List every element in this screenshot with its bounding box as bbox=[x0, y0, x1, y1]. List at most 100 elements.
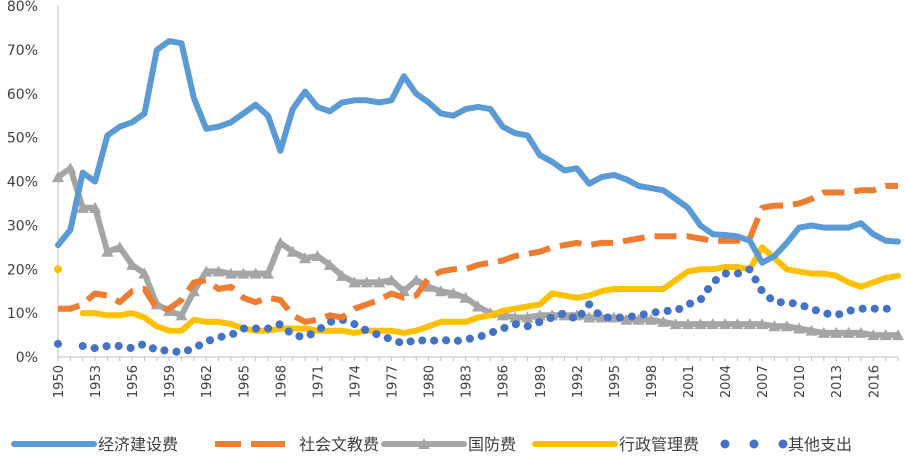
x-tick-label: 2013 bbox=[830, 365, 845, 398]
series-marker bbox=[793, 322, 806, 334]
x-tick-label: 2001 bbox=[682, 365, 697, 398]
series-marker bbox=[879, 329, 892, 341]
x-tick-label: 1962 bbox=[200, 365, 215, 398]
series-marker bbox=[472, 300, 484, 312]
series-marker bbox=[373, 276, 386, 288]
series-marker bbox=[521, 311, 534, 323]
x-tick-label: 1956 bbox=[126, 365, 141, 398]
series-marker bbox=[175, 309, 188, 321]
legend-label: 其他支出 bbox=[788, 435, 852, 454]
series-marker bbox=[817, 326, 830, 338]
series-line bbox=[55, 38, 901, 266]
series-marker bbox=[756, 318, 769, 330]
y-tick-label: 70% bbox=[7, 43, 38, 59]
series-marker bbox=[101, 245, 114, 257]
series-marker bbox=[669, 318, 682, 330]
series-2 bbox=[58, 182, 898, 325]
x-tick-label: 1992 bbox=[571, 365, 586, 398]
series-marker bbox=[830, 326, 843, 338]
x-tick-label: 1968 bbox=[274, 365, 289, 398]
series-marker bbox=[348, 276, 361, 288]
legend-item-2: 社会文教费 bbox=[215, 435, 379, 454]
x-tick-label: 1974 bbox=[348, 365, 363, 398]
x-tick-label: 1959 bbox=[163, 365, 178, 398]
series-marker bbox=[138, 267, 151, 279]
series-marker bbox=[360, 276, 373, 288]
series-marker bbox=[311, 250, 324, 262]
series-point bbox=[54, 265, 62, 274]
legend-label: 行政管理费 bbox=[619, 435, 699, 454]
series-marker bbox=[719, 318, 732, 330]
x-tick-label: 2007 bbox=[756, 365, 771, 398]
series-marker bbox=[422, 280, 435, 292]
x-tick-label: 1986 bbox=[497, 365, 512, 398]
legend-label: 经济建设费 bbox=[98, 435, 178, 454]
series-marker bbox=[644, 313, 657, 325]
y-tick-label: 10% bbox=[7, 306, 38, 322]
series-marker bbox=[249, 267, 262, 279]
series-marker bbox=[237, 267, 250, 279]
series-marker bbox=[126, 258, 139, 270]
y-tick-label: 80% bbox=[7, 0, 38, 15]
x-tick-label: 1998 bbox=[645, 365, 660, 398]
series-marker bbox=[583, 311, 596, 323]
x-tick-label: 1995 bbox=[608, 365, 623, 398]
series-marker bbox=[496, 309, 509, 321]
series-marker bbox=[447, 287, 460, 299]
x-tick-label: 1950 bbox=[52, 365, 67, 398]
y-tick-label: 50% bbox=[7, 131, 38, 147]
series-marker bbox=[200, 265, 213, 277]
legend-item-1: 经济建设费 bbox=[11, 435, 178, 454]
series-line bbox=[79, 244, 901, 336]
x-tick-label: 2016 bbox=[867, 365, 882, 398]
series-marker bbox=[657, 315, 670, 327]
series-point bbox=[54, 339, 62, 348]
legend-label: 社会文教费 bbox=[299, 435, 379, 454]
series-5 bbox=[54, 265, 902, 357]
legend-swatch bbox=[749, 439, 759, 449]
series-marker bbox=[113, 241, 126, 253]
series-marker bbox=[459, 291, 472, 303]
series-marker bbox=[274, 236, 287, 248]
series-1 bbox=[55, 38, 901, 266]
series-layer bbox=[52, 38, 904, 357]
x-tick-label: 1989 bbox=[534, 365, 549, 398]
series-marker bbox=[706, 318, 719, 330]
series-4 bbox=[54, 244, 901, 336]
series-marker bbox=[76, 201, 89, 213]
legend-swatch bbox=[720, 439, 730, 449]
x-axis: 1950 1953 1956 1959 1962 1965 1968 1971 1974 1977… bbox=[52, 356, 899, 398]
x-tick-label: 2004 bbox=[719, 365, 734, 398]
y-tick-label: 20% bbox=[7, 262, 38, 278]
x-tick-label: 2010 bbox=[793, 365, 808, 398]
series-marker bbox=[743, 318, 756, 330]
series-marker bbox=[434, 285, 447, 297]
y-tick-label: 30% bbox=[7, 218, 38, 234]
series-marker bbox=[323, 258, 336, 270]
series-marker bbox=[842, 326, 855, 338]
series-marker bbox=[867, 329, 880, 341]
series-marker bbox=[731, 318, 744, 330]
series-marker bbox=[694, 318, 707, 330]
series-marker bbox=[410, 274, 423, 286]
series-marker bbox=[509, 311, 522, 323]
x-tick-label: 1980 bbox=[423, 365, 438, 398]
legend-item-4: 行政管理费 bbox=[532, 435, 699, 454]
y-tick-label: 60% bbox=[7, 87, 38, 103]
series-marker bbox=[299, 252, 312, 264]
series-marker bbox=[52, 171, 64, 183]
x-tick-label: 1953 bbox=[89, 365, 104, 398]
series-marker bbox=[620, 313, 633, 325]
series-marker bbox=[768, 320, 781, 332]
series-marker bbox=[262, 267, 274, 279]
y-tick-label: 40% bbox=[7, 175, 38, 191]
series-marker bbox=[212, 265, 225, 277]
series-marker bbox=[682, 318, 694, 330]
series-marker bbox=[533, 309, 546, 321]
series-marker bbox=[397, 285, 410, 297]
x-tick-label: 1965 bbox=[237, 365, 252, 398]
x-tick-label: 1971 bbox=[311, 365, 326, 398]
legend-item-3: 国防费 bbox=[381, 435, 516, 454]
legend: 经济建设费 社会文教费 国防费 行政管理费 其他支出 bbox=[11, 435, 852, 454]
